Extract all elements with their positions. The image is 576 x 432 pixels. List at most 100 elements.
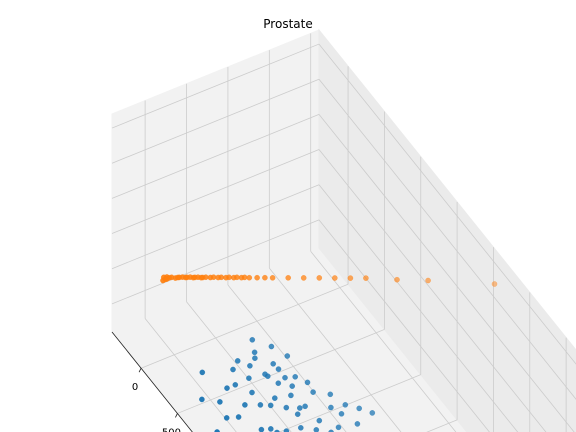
grid-line	[278, 374, 421, 432]
series-0-point	[199, 369, 206, 376]
series-0-point	[223, 415, 230, 421]
series-0-point	[258, 426, 265, 432]
series-1-point	[347, 275, 354, 281]
series-1-point	[210, 274, 217, 281]
series-0-point	[327, 391, 334, 398]
series-0-point	[304, 379, 311, 386]
series-0-point	[338, 410, 345, 417]
grid-line	[111, 43, 320, 129]
series-0-point	[288, 392, 294, 399]
series-0-point	[247, 362, 253, 369]
series-0-point	[199, 396, 205, 403]
series-0-point	[235, 414, 242, 420]
grid-line	[269, 267, 402, 432]
series-0-point	[230, 366, 236, 373]
series-0-point	[274, 429, 280, 432]
series-0-point	[252, 355, 258, 362]
series-0-point	[275, 366, 282, 372]
series-0-point	[264, 373, 271, 380]
chart-title: Prostate	[263, 17, 312, 31]
series-0-point	[316, 417, 323, 424]
series-1-point	[425, 277, 431, 284]
grid-line	[318, 114, 575, 432]
series-0-point	[289, 383, 296, 389]
series-1-point	[394, 276, 400, 283]
grid-line	[318, 43, 576, 365]
series-0-point	[328, 404, 334, 411]
grid-line	[140, 283, 349, 369]
series-1-point	[246, 274, 253, 281]
series-0-point	[313, 427, 320, 432]
series-0-point	[275, 380, 282, 387]
grid-line	[111, 78, 320, 164]
series-1-point	[300, 275, 307, 281]
series-0-point	[267, 426, 274, 432]
series-1-point	[491, 281, 498, 287]
grid-line	[111, 114, 320, 199]
grid-line	[318, 78, 576, 400]
grid-line	[111, 219, 320, 305]
series-0-point	[234, 358, 241, 364]
series-0-point	[356, 405, 363, 412]
series-0-point	[302, 403, 308, 410]
grid-line	[177, 329, 385, 414]
series-0-point	[310, 389, 316, 395]
x-tick	[138, 368, 142, 373]
series-0-point	[257, 402, 264, 408]
series-0-point	[354, 421, 361, 427]
axis-lines	[111, 331, 193, 432]
series-1-point	[190, 274, 197, 281]
grid-lines	[111, 33, 576, 432]
series-0-point	[249, 389, 255, 396]
grid-line	[310, 251, 457, 432]
grid-line	[186, 301, 292, 432]
series-1-point	[285, 274, 292, 281]
series-1-point	[262, 274, 268, 281]
series-1-point	[202, 274, 209, 281]
series-1-point	[163, 276, 170, 282]
series-1-point	[241, 274, 248, 281]
series-0-point	[328, 429, 334, 432]
x-tick	[175, 413, 178, 418]
grid-line	[227, 284, 347, 432]
series-0-point	[342, 401, 349, 408]
grid-line	[318, 219, 490, 432]
tick-labels: 0500100015002000250030003500−50005001000…	[132, 368, 181, 432]
series-0-point	[283, 428, 290, 432]
series-0-point	[335, 424, 342, 431]
grid-line	[111, 149, 320, 234]
series-0-point	[271, 395, 278, 401]
series-0-point	[292, 373, 299, 380]
series-0-point	[283, 404, 290, 411]
series-0-point	[232, 381, 239, 388]
series-0-point	[270, 360, 277, 367]
series-1-point	[234, 274, 240, 281]
grid-line	[318, 184, 519, 432]
series-0-point	[246, 375, 252, 382]
series-0-point	[282, 374, 288, 381]
back-pane	[318, 28, 576, 432]
series-1-point	[316, 275, 323, 281]
series-1-point	[269, 274, 276, 281]
x-axis-line	[111, 331, 193, 432]
series-1-point	[198, 274, 204, 281]
series-0-point	[242, 402, 248, 408]
series-0-point	[217, 399, 223, 405]
series-1-point	[182, 274, 189, 281]
series-0-point	[294, 411, 301, 418]
series-0-point	[268, 343, 275, 350]
series-1-point	[218, 274, 225, 281]
series-1-point	[226, 274, 232, 281]
series-0-point	[297, 424, 304, 431]
series-1-point	[331, 275, 338, 281]
axis-panes	[111, 28, 576, 432]
x-tick-label: 0	[132, 382, 138, 393]
series-1-point	[174, 274, 181, 281]
series-0-point	[369, 410, 376, 416]
series-1-point	[363, 275, 369, 281]
data-points	[160, 274, 498, 432]
series-1-point	[254, 274, 260, 281]
grid-line	[111, 184, 320, 270]
grid-line	[144, 318, 237, 432]
